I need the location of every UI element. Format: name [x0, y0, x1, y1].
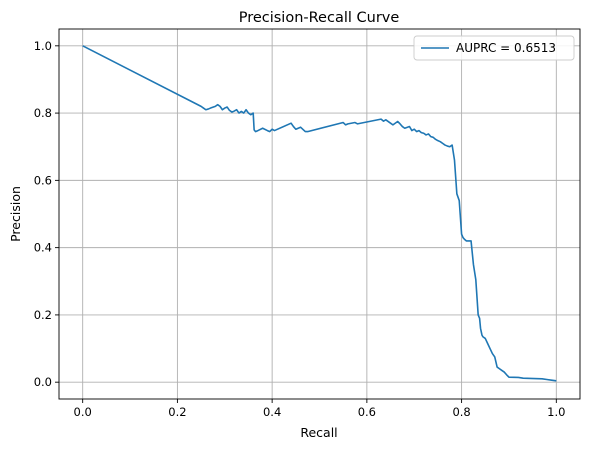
legend-box [413, 35, 575, 61]
y-tick-label: 0.4 [34, 241, 52, 255]
x-tick-label: 0.4 [263, 405, 281, 419]
y-tick-label: 0.8 [34, 106, 52, 120]
y-axis-label: Precision [8, 186, 23, 242]
y-tick-label: 0.0 [34, 375, 52, 389]
y-tick-label: 0.2 [34, 308, 52, 322]
ticks: 0.0 0.2 0.4 0.6 0.8 1.0 0.0 0.2 0.4 0.6 0.8 1.0 [34, 39, 566, 419]
legend: AUPRC = 0.6513 [413, 35, 575, 61]
y-tick-label: 0.6 [34, 173, 52, 187]
series-layer [82, 45, 557, 382]
y-tick-label: 1.0 [34, 39, 52, 53]
plot-area-frame [58, 28, 581, 400]
grid [59, 29, 580, 399]
chart-title: Precision-Recall Curve [239, 10, 400, 26]
x-tick-label: 0.2 [168, 405, 186, 419]
x-tick-label: 0.6 [358, 405, 376, 419]
x-tick-label: 0.8 [452, 405, 470, 419]
x-tick-label: 0.0 [74, 405, 92, 419]
x-axis-label: Recall [300, 425, 337, 440]
pr-curve-line [82, 45, 557, 382]
x-tick-label: 1.0 [547, 405, 565, 419]
legend-label: AUPRC = 0.6513 [456, 41, 556, 55]
